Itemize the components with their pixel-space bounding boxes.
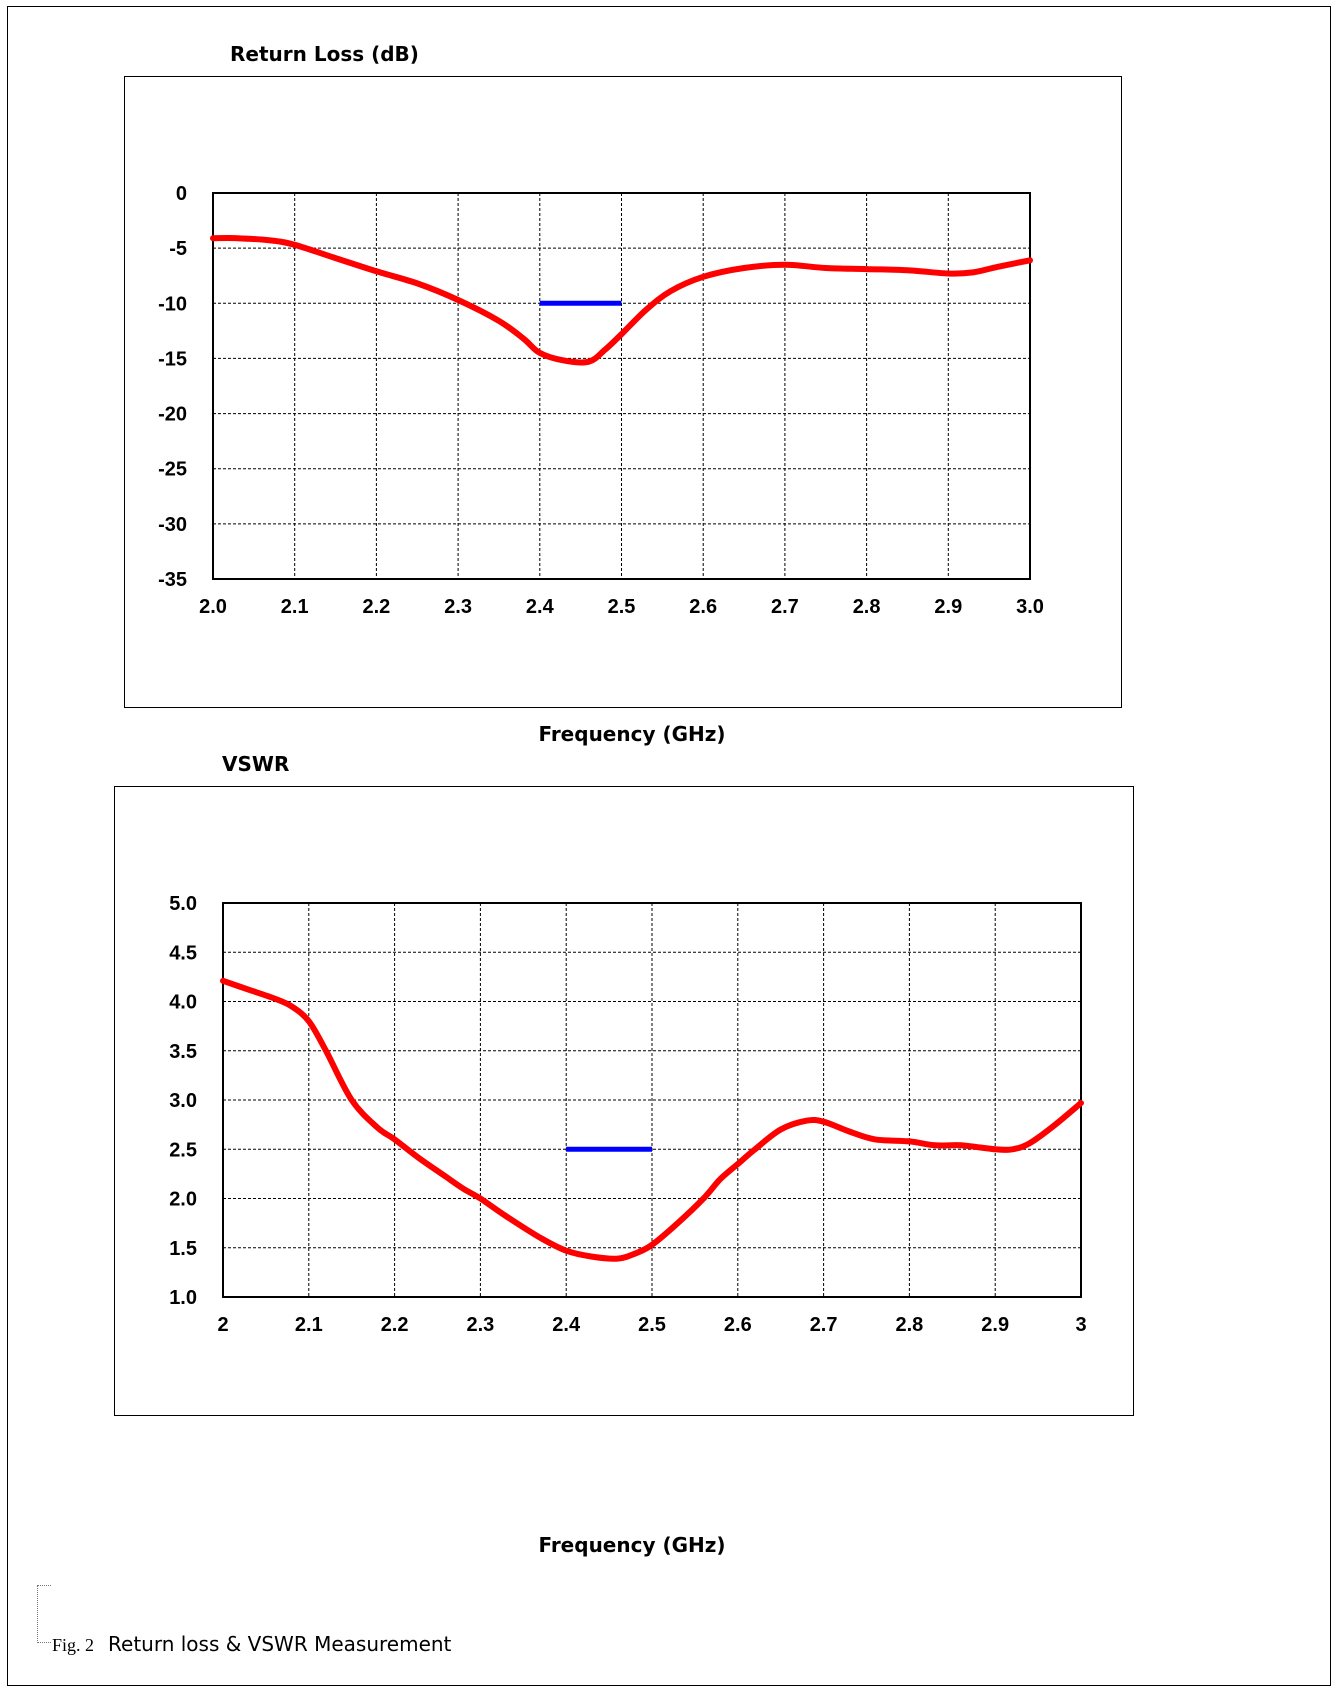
return-loss-y-tick-label: -10 [158, 293, 187, 315]
vswr-y-tick-label: 4.5 [169, 942, 197, 964]
return-loss-y-tick-label: -15 [158, 348, 187, 370]
figure-caption: Fig. 2 Return loss & VSWR Measurement [52, 1632, 451, 1656]
return-loss-x-axis-label: Frequency (GHz) [538, 722, 726, 746]
vswr-y-tick-label: 2.5 [169, 1139, 197, 1161]
vswr-y-tick-label: 3.5 [169, 1041, 197, 1063]
vswr-x-tick-label: 2.4 [552, 1314, 581, 1336]
vswr-plot-area [222, 902, 1082, 1298]
vswr-x-tick-label: 2.9 [981, 1314, 1009, 1336]
return-loss-chart: 2.0 2.1 2.2 2.3 2.4 2.5 2.6 2.7 2.8 2.9 3.0 0 -5 -10 -… [158, 183, 1044, 618]
vswr-x-tick-label: 2.7 [810, 1314, 838, 1336]
vswr-title: VSWR [222, 752, 290, 776]
vswr-x-tick-label: 3 [1075, 1314, 1086, 1336]
return-loss-chart-box: 2.0 2.1 2.2 2.3 2.4 2.5 2.6 2.7 2.8 2.9 3.0 0 -5 -10 -… [124, 76, 1122, 708]
vswr-x-tick-label: 2 [217, 1314, 228, 1336]
vswr-chart: 2 2.1 2.2 2.3 2.4 2.5 2.6 2.7 2.8 2.9 3 5.0 4.5 4.0 3.… [169, 893, 1086, 1336]
return-loss-title: Return Loss (dB) [230, 42, 419, 66]
return-loss-measured-curve [210, 235, 1033, 366]
figure-caption-text: Return loss & VSWR Measurement [108, 1632, 452, 1656]
return-loss-plot-area [212, 192, 1031, 580]
vswr-x-tick-label: 2.3 [466, 1314, 494, 1336]
return-loss-x-tick-label: 2.5 [608, 596, 636, 618]
vswr-y-tick-label: 1.5 [169, 1238, 197, 1260]
return-loss-x-tick-label: 3.0 [1016, 596, 1044, 618]
return-loss-x-tick-label: 2.7 [771, 596, 799, 618]
vswr-y-tick-label: 2.0 [169, 1189, 197, 1211]
return-loss-y-tick-label: -25 [158, 459, 187, 481]
return-loss-x-tick-label: 2.3 [444, 596, 472, 618]
vswr-measured-curve [220, 977, 1084, 1262]
return-loss-x-tick-label: 2.4 [526, 596, 555, 618]
figure-number: Fig. 2 [52, 1635, 95, 1655]
caption-bracket [37, 1585, 51, 1643]
vswr-x-tick-label: 2.6 [724, 1314, 752, 1336]
return-loss-x-tick-label: 2.1 [281, 596, 309, 618]
return-loss-y-tick-label: -35 [158, 569, 187, 591]
vswr-y-tick-label: 1.0 [169, 1287, 197, 1309]
vswr-x-axis-label: Frequency (GHz) [538, 1533, 726, 1557]
return-loss-y-tick-label: -20 [158, 404, 187, 426]
vswr-y-tick-label: 4.0 [169, 992, 197, 1014]
return-loss-x-tick-label: 2.9 [934, 596, 962, 618]
return-loss-x-tick-label: 2.0 [199, 596, 227, 618]
vswr-x-tick-label: 2.2 [381, 1314, 409, 1336]
vswr-x-tick-label: 2.1 [295, 1314, 323, 1336]
return-loss-y-tick-label: -30 [158, 514, 187, 536]
vswr-x-tick-label: 2.5 [638, 1314, 666, 1336]
page-frame [7, 6, 1331, 1686]
vswr-y-tick-label: 5.0 [169, 893, 197, 915]
vswr-x-tick-label: 2.8 [895, 1314, 923, 1336]
return-loss-x-tick-label: 2.6 [689, 596, 717, 618]
return-loss-x-tick-label: 2.2 [362, 596, 390, 618]
return-loss-y-tick-label: -5 [169, 238, 187, 260]
return-loss-y-tick-label: 0 [176, 183, 187, 205]
vswr-chart-box: 2 2.1 2.2 2.3 2.4 2.5 2.6 2.7 2.8 2.9 3 5.0 4.5 4.0 3.… [114, 786, 1134, 1416]
return-loss-x-tick-label: 2.8 [853, 596, 881, 618]
vswr-y-tick-label: 3.0 [169, 1090, 197, 1112]
